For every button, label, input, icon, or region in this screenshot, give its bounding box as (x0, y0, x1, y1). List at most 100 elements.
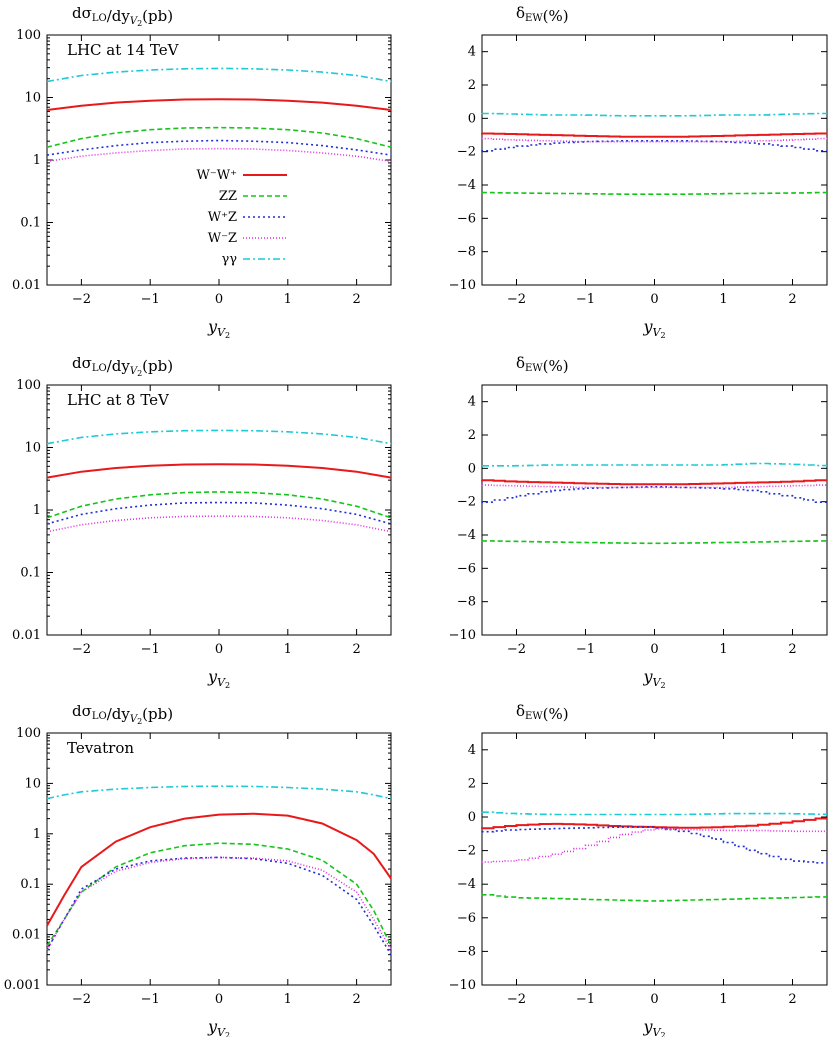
plot-frame (481, 34, 828, 286)
series-line-1 (481, 479, 827, 486)
plot-frame (481, 732, 828, 986)
series-line-1 (46, 98, 392, 111)
x-axis-label: y_V2yV2 (207, 667, 230, 690)
panel-annotation: Tevatron (67, 739, 134, 757)
y-tick-label: 4 (468, 743, 476, 758)
panel-4: 420−2−4−6−8−10−2 −1 0 1 2δ_EW(%)δEW(%)y_V2yV… (449, 354, 828, 690)
x-tick-label: −1 (141, 292, 160, 307)
series-line-2 (481, 191, 827, 195)
x-tick-label: 2 (788, 642, 796, 657)
panel-2: 420−2−4−6−8−10−2 −1 0 1 2δ_EW(%)δEW(%)y_V2yV… (449, 4, 828, 340)
legend-label: W⁻Z (208, 231, 237, 246)
panel-annotation: LHC at 8 TeV (67, 391, 170, 409)
x-tick-label: 1 (284, 292, 292, 307)
y-tick-label: −10 (449, 278, 476, 293)
x-tick-label: 0 (215, 992, 223, 1007)
legend-label: γγ (221, 252, 237, 267)
panel-5: 100 10 1 0.1 0.01 0.001 −2 −1 0 1 2 dσ_LO/dy_V2(pb)… (4, 702, 392, 1037)
series-line-5 (46, 429, 392, 445)
series-line-2 (46, 126, 392, 148)
series-line-3 (481, 826, 827, 864)
y-tick-label: 0 (468, 461, 476, 476)
series-line-5 (46, 785, 392, 800)
y-tick-label: −8 (457, 595, 476, 610)
y-tick-label: 100 (16, 28, 41, 43)
series-line-1 (46, 812, 392, 927)
x-tick-label: −2 (507, 292, 526, 307)
legend-label: W⁻W⁺ (197, 168, 237, 183)
x-tick-label: 2 (352, 292, 360, 307)
y-tick-label: 0.01 (12, 278, 41, 293)
x-axis-label: y_V2yV2 (207, 317, 230, 340)
x-tick-label: 1 (284, 992, 292, 1007)
y-tick-label: −4 (457, 877, 476, 892)
y-tick-label: −2 (457, 844, 476, 859)
y-tick-label: −10 (449, 978, 476, 993)
x-tick-label: −1 (141, 642, 160, 657)
series-line-4 (481, 484, 827, 489)
y-tick-label: 0.001 (4, 978, 41, 993)
panel-title: dσ_LO/dy_V2(pb)dσLO/dyV2(pb) (72, 354, 173, 378)
series-line-1 (46, 463, 392, 479)
y-tick-label: 10 (24, 91, 41, 106)
y-tick-label: 100 (16, 378, 41, 393)
y-tick-label: 0.1 (20, 877, 41, 892)
panel-title: δ_EW(%)δEW(%) (516, 702, 569, 723)
y-tick-label: 0 (468, 111, 476, 126)
x-tick-label: 2 (788, 992, 796, 1007)
series-line-2 (46, 491, 392, 519)
x-tick-label: 1 (719, 292, 727, 307)
y-tick-label: −2 (457, 495, 476, 510)
x-tick-label: −1 (141, 992, 160, 1007)
series-line-2 (46, 842, 392, 947)
x-tick-label: 0 (650, 292, 658, 307)
series-line-4 (46, 515, 392, 533)
series-line-4 (481, 828, 827, 863)
x-tick-label: −1 (576, 642, 595, 657)
x-tick-label: 2 (788, 292, 796, 307)
plot-frame (46, 384, 392, 636)
x-tick-label: −1 (576, 992, 595, 1007)
series-line-1 (481, 132, 827, 138)
x-tick-label: −1 (576, 292, 595, 307)
x-tick-label: 2 (352, 992, 360, 1007)
y-tick-label: 2 (468, 428, 476, 443)
y-tick-label: 0 (468, 810, 476, 825)
legend-label: W⁺Z (208, 210, 237, 225)
y-tick-label: 2 (468, 776, 476, 791)
y-tick-label: −6 (457, 211, 476, 226)
y-tick-label: −6 (457, 911, 476, 926)
x-tick-label: 1 (284, 642, 292, 657)
y-tick-label: −4 (457, 178, 476, 193)
plot-frame (46, 732, 392, 986)
x-tick-label: −2 (507, 992, 526, 1007)
y-tick-label: −8 (457, 245, 476, 260)
y-tick-label: −6 (457, 561, 476, 576)
y-tick-label: 2 (468, 78, 476, 93)
plot-frame (481, 384, 828, 636)
y-tick-label: −2 (457, 145, 476, 160)
series-line-5 (482, 462, 827, 467)
y-tick-label: 4 (468, 45, 476, 60)
x-tick-label: −2 (507, 642, 526, 657)
x-tick-label: 0 (650, 642, 658, 657)
panel-1: 100 10 1 0.1 0.01 −2 −1 0 1 2 dσ_LO/dy_V2(pb)dσLO/… (12, 4, 392, 340)
y-tick-label: 0.01 (12, 628, 41, 643)
series-line-1 (481, 817, 827, 830)
series-line-5 (481, 112, 827, 117)
x-tick-label: 0 (215, 292, 223, 307)
y-tick-label: 0.1 (20, 216, 41, 231)
y-tick-label: −4 (457, 528, 476, 543)
x-axis-label: y_V2yV2 (207, 1017, 230, 1037)
series-line-2 (481, 540, 827, 545)
series-line-2 (481, 894, 827, 902)
series-line-4 (481, 137, 827, 143)
x-axis-label: y_V2yV2 (642, 317, 665, 340)
series-line-5 (481, 811, 827, 816)
series-line-3 (481, 486, 827, 504)
x-axis-label: y_V2yV2 (642, 1017, 665, 1037)
series-line-4 (46, 147, 392, 163)
x-tick-label: 0 (215, 642, 223, 657)
x-tick-label: 1 (719, 642, 727, 657)
y-tick-label: 1 (33, 503, 41, 518)
